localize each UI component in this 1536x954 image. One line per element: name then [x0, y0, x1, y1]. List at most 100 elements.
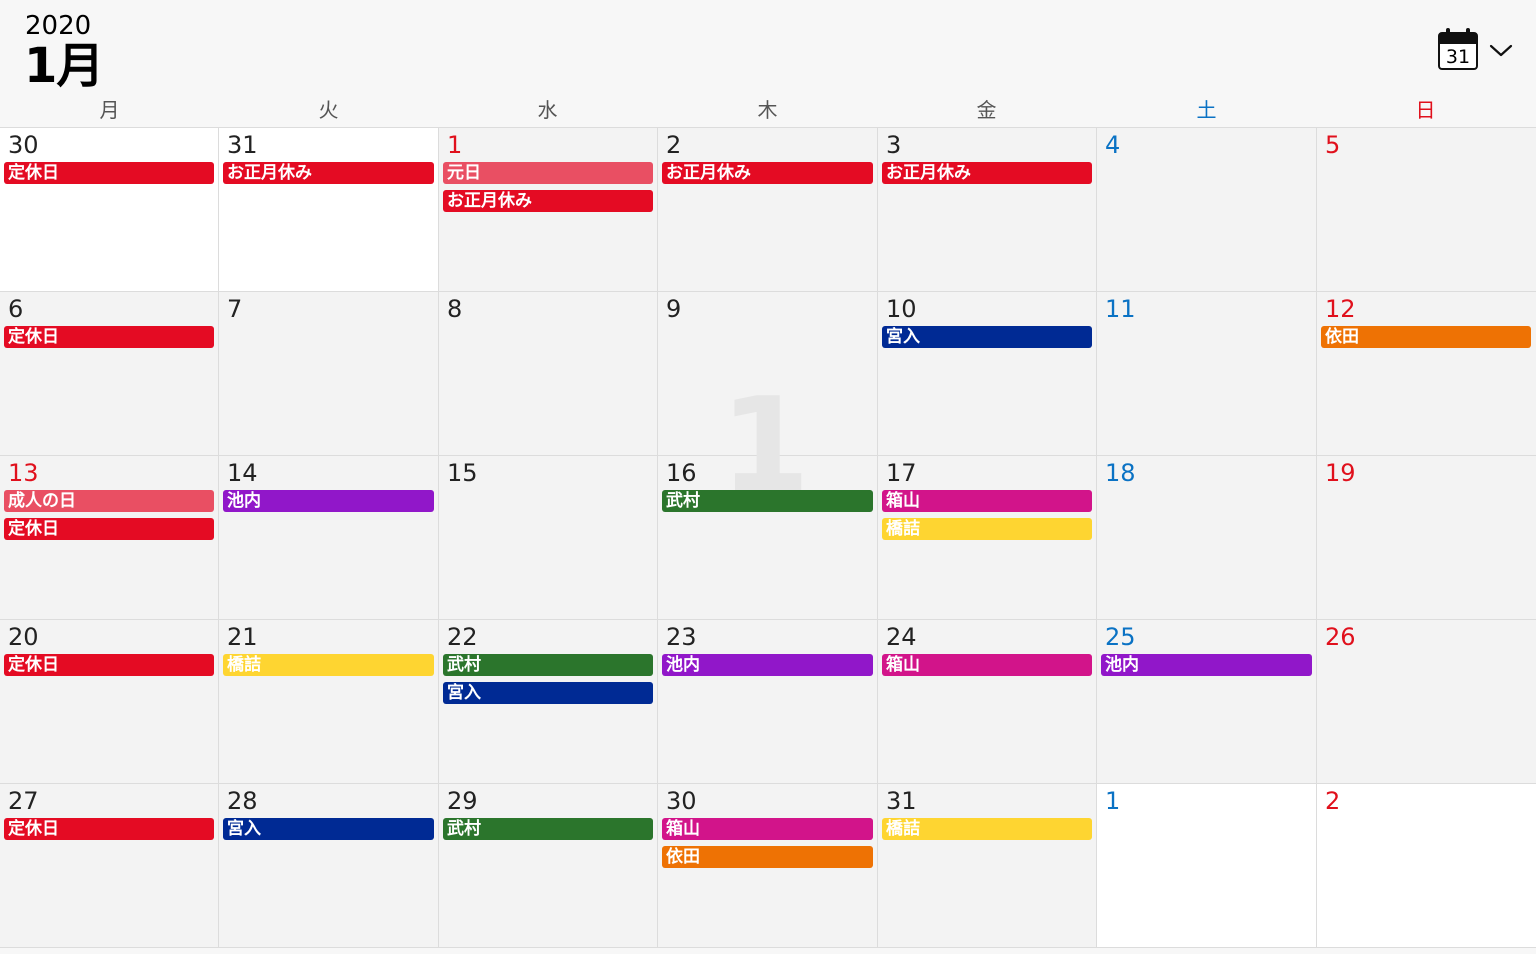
day-cell[interactable]: 7	[219, 292, 439, 456]
day-number: 20	[8, 623, 39, 651]
event-chip[interactable]: 宮入	[443, 682, 653, 704]
event-chip[interactable]: 箱山	[882, 654, 1092, 676]
day-cell[interactable]: 20 定休日	[0, 620, 219, 784]
day-number: 27	[8, 787, 39, 815]
event-chip[interactable]: 宮入	[882, 326, 1092, 348]
day-number: 31	[886, 787, 917, 815]
event-chip[interactable]: 元日	[443, 162, 653, 184]
day-cell[interactable]: 6 定休日	[0, 292, 219, 456]
event-chip[interactable]: お正月休み	[223, 162, 434, 184]
day-number: 30	[8, 131, 39, 159]
day-cell[interactable]: 23 池内	[658, 620, 878, 784]
weekday-thu: 木	[757, 98, 778, 122]
weekday-sat: 土	[1196, 98, 1217, 122]
day-cell[interactable]: 24 箱山	[878, 620, 1097, 784]
day-cell[interactable]: 29 武村	[439, 784, 658, 948]
day-number: 21	[227, 623, 258, 651]
day-cell[interactable]: 4	[1097, 128, 1317, 292]
event-chip[interactable]: 定休日	[4, 654, 214, 676]
event-chip[interactable]: 池内	[662, 654, 873, 676]
day-cell[interactable]: 5	[1317, 128, 1536, 292]
day-number: 8	[447, 295, 463, 323]
day-cell[interactable]: 11	[1097, 292, 1317, 456]
weekday-fri: 金	[976, 98, 997, 122]
year-label: 2020	[25, 11, 92, 41]
day-number: 26	[1325, 623, 1356, 651]
day-cell[interactable]: 28 宮入	[219, 784, 439, 948]
day-number: 3	[886, 131, 902, 159]
event-chip[interactable]: お正月休み	[882, 162, 1092, 184]
day-cell[interactable]: 15	[439, 456, 658, 620]
weekday-row: 月 火 水 木 金 土 日	[0, 96, 1536, 126]
event-chip[interactable]: 橋詰	[223, 654, 434, 676]
chevron-down-icon[interactable]	[1488, 40, 1514, 60]
day-cell[interactable]: 18	[1097, 456, 1317, 620]
day-cell[interactable]: 25 池内	[1097, 620, 1317, 784]
day-cell[interactable]: 10 宮入	[878, 292, 1097, 456]
day-number: 12	[1325, 295, 1356, 323]
day-number: 13	[8, 459, 39, 487]
day-number: 17	[886, 459, 917, 487]
day-cell[interactable]: 30 箱山依田	[658, 784, 878, 948]
day-cell[interactable]: 9	[658, 292, 878, 456]
weekday-mon: 月	[99, 98, 120, 122]
day-cell[interactable]: 12 依田	[1317, 292, 1536, 456]
event-chip[interactable]: 橋詰	[882, 518, 1092, 540]
event-chip[interactable]: 池内	[1101, 654, 1312, 676]
day-cell[interactable]: 30 定休日	[0, 128, 219, 292]
day-cell[interactable]: 2 お正月休み	[658, 128, 878, 292]
day-number: 30	[666, 787, 697, 815]
day-number: 1	[1105, 787, 1121, 815]
event-chip[interactable]: 池内	[223, 490, 434, 512]
day-number: 24	[886, 623, 917, 651]
event-chip[interactable]: 箱山	[662, 818, 873, 840]
day-number: 2	[1325, 787, 1341, 815]
event-chip[interactable]: 武村	[443, 654, 653, 676]
day-cell[interactable]: 8	[439, 292, 658, 456]
day-number: 23	[666, 623, 697, 651]
day-number: 22	[447, 623, 478, 651]
calendar-icon-day: 31	[1445, 46, 1471, 68]
day-number: 5	[1325, 131, 1341, 159]
event-chip[interactable]: お正月休み	[662, 162, 873, 184]
day-cell[interactable]: 31 お正月休み	[219, 128, 439, 292]
day-cell[interactable]: 31 橋詰	[878, 784, 1097, 948]
day-cell[interactable]: 21 橋詰	[219, 620, 439, 784]
event-chip[interactable]: 定休日	[4, 162, 214, 184]
day-cell[interactable]: 1 元日お正月休み	[439, 128, 658, 292]
day-cell[interactable]: 17 箱山橋詰	[878, 456, 1097, 620]
day-number: 4	[1105, 131, 1121, 159]
day-number: 7	[227, 295, 243, 323]
event-chip[interactable]: 宮入	[223, 818, 434, 840]
day-cell[interactable]: 1	[1097, 784, 1317, 948]
event-chip[interactable]: 定休日	[4, 518, 214, 540]
event-chip[interactable]: 依田	[662, 846, 873, 868]
event-chip[interactable]: 武村	[662, 490, 873, 512]
day-cell[interactable]: 3 お正月休み	[878, 128, 1097, 292]
event-chip[interactable]: 箱山	[882, 490, 1092, 512]
event-chip[interactable]: 定休日	[4, 326, 214, 348]
event-chip[interactable]: 成人の日	[4, 490, 214, 512]
day-cell[interactable]: 27 定休日	[0, 784, 219, 948]
day-number: 1	[447, 131, 463, 159]
day-cell[interactable]: 22 武村宮入	[439, 620, 658, 784]
day-number: 18	[1105, 459, 1136, 487]
day-cell[interactable]: 2	[1317, 784, 1536, 948]
today-button[interactable]: 31	[1436, 28, 1484, 74]
day-number: 6	[8, 295, 24, 323]
day-number: 14	[227, 459, 258, 487]
event-chip[interactable]: 武村	[443, 818, 653, 840]
day-number: 16	[666, 459, 697, 487]
event-chip[interactable]: 定休日	[4, 818, 214, 840]
day-cell[interactable]: 19	[1317, 456, 1536, 620]
event-chip[interactable]: お正月休み	[443, 190, 653, 212]
day-number: 2	[666, 131, 682, 159]
event-chip[interactable]: 依田	[1321, 326, 1531, 348]
day-cell[interactable]: 26	[1317, 620, 1536, 784]
day-cell[interactable]: 16 武村	[658, 456, 878, 620]
event-chip[interactable]: 橋詰	[882, 818, 1092, 840]
day-number: 19	[1325, 459, 1356, 487]
day-number: 31	[227, 131, 258, 159]
day-cell[interactable]: 14 池内	[219, 456, 439, 620]
day-cell[interactable]: 13 成人の日定休日	[0, 456, 219, 620]
